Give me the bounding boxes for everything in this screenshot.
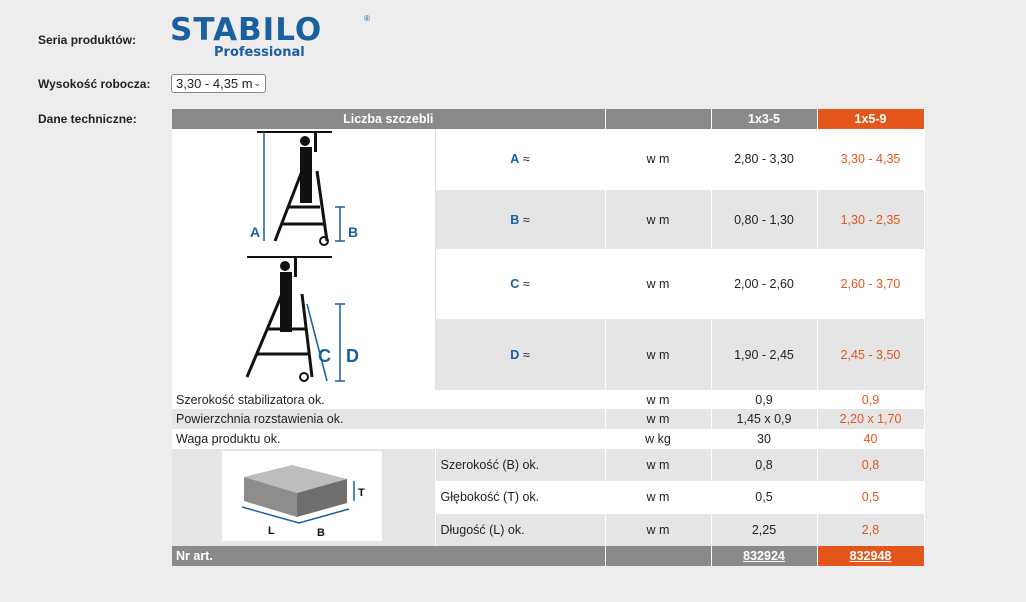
article-number-label: Nr art. — [172, 546, 606, 566]
unit: w m — [605, 319, 712, 390]
working-height-select[interactable]: 3,30 - 4,35 m ⌄ — [171, 74, 266, 93]
value-col2: 3,30 - 4,35 — [816, 129, 925, 190]
article-link-1x3-5[interactable]: 832924 — [743, 549, 785, 563]
stabilo-logo: STABILO — [170, 12, 323, 48]
value-col2: 40 — [816, 429, 925, 449]
unit: w m — [605, 390, 712, 409]
table-row: A B C D A ≈ w m 2,80 - 3,30 3,30 - 4,35 — [172, 129, 925, 390]
row-label: Waga produktu ok. — [172, 429, 606, 449]
approx-symbol: ≈ — [522, 152, 530, 167]
row-label: Głębokość (T) ok. — [435, 480, 606, 514]
tech-table: Liczba szczebli 1x3-5 1x5-9 — [172, 109, 925, 566]
unit: w m — [605, 189, 712, 250]
value-col2: 1,30 - 2,35 — [816, 189, 925, 250]
value-col2: 0,9 — [816, 390, 925, 409]
value-col2: 2,20 x 1,70 — [816, 409, 925, 429]
approx-symbol: ≈ — [522, 347, 530, 362]
table-row: B ≈ w m 0,80 - 1,30 1,30 - 2,35 — [172, 189, 925, 250]
chevron-down-icon: ⌄ — [253, 78, 261, 88]
dim-label-a: A — [250, 224, 260, 240]
value-col2: 2,45 - 3,50 — [816, 319, 925, 390]
working-height-label: Wysokość robocza: — [38, 77, 151, 91]
value-col1: 2,80 - 3,30 — [711, 129, 818, 190]
unit: w kg — [605, 429, 712, 449]
dim-d-label: D — [510, 347, 520, 362]
table-row: L B T Szerokość (B) ok. w m 0,8 0,8 — [172, 449, 925, 546]
value-col1: 1,90 - 2,45 — [711, 319, 818, 390]
footer-unit — [605, 546, 712, 566]
value-col2: 2,60 - 3,70 — [816, 249, 925, 320]
header-title: Liczba szczebli — [172, 109, 606, 129]
header-col1: 1x3-5 — [711, 109, 818, 129]
value-col2: 0,8 — [816, 449, 925, 481]
dim-b-label: B — [510, 212, 520, 227]
approx-symbol: ≈ — [522, 277, 530, 292]
dim-label-b2: B — [317, 527, 325, 539]
table-row: C ≈ w m 2,00 - 2,60 2,60 - 3,70 — [172, 249, 925, 320]
dim-label-b: B — [348, 224, 358, 240]
table-footer: Nr art. 832924 832948 — [172, 546, 925, 566]
table-header: Liczba szczebli 1x3-5 1x5-9 — [172, 109, 925, 129]
value-col1: 0,80 - 1,30 — [711, 189, 818, 250]
value-col1: 0,9 — [711, 390, 818, 409]
article-link-1x5-9[interactable]: 832948 — [849, 549, 892, 563]
table-row: D ≈ w m 1,90 - 2,45 2,45 - 3,50 — [172, 319, 925, 390]
unit: w m — [605, 514, 712, 546]
value-col1: 1,45 x 0,9 — [711, 409, 818, 429]
unit: w m — [605, 409, 712, 429]
table-row: Powierzchnia rozstawienia ok. w m 1,45 x… — [172, 409, 925, 429]
ladder-diagram: A B C D — [172, 129, 436, 390]
registered-mark: ® — [364, 14, 370, 23]
package-diagram: L B T — [172, 449, 436, 546]
dim-label-d: D — [346, 346, 359, 366]
unit: w m — [605, 449, 712, 481]
row-label: Powierzchnia rozstawienia ok. — [172, 409, 606, 429]
select-value: 3,30 - 4,35 m — [176, 76, 253, 91]
row-label: Szerokość (B) ok. — [435, 449, 606, 481]
unit: w m — [605, 249, 712, 320]
series-label: Seria produktów: — [38, 33, 137, 47]
dim-label-l: L — [268, 525, 275, 537]
unit: w m — [605, 129, 712, 190]
table-row: Waga produktu ok. w kg 30 40 — [172, 429, 925, 449]
header-unit — [605, 109, 712, 129]
value-col2: 0,5 — [816, 480, 925, 514]
dim-a-label: A — [510, 152, 520, 167]
value-col1: 2,25 — [711, 514, 818, 546]
row-label: Szerokość stabilizatora ok. — [172, 390, 606, 409]
unit: w m — [605, 480, 712, 514]
dim-label-t: T — [358, 487, 365, 499]
stabilo-logo-subtitle: Professional — [214, 45, 305, 60]
table-row: Głębokość (T) ok. w m 0,5 0,5 — [172, 480, 925, 514]
tech-data-label: Dane techniczne: — [38, 112, 137, 126]
dim-label-c: C — [318, 346, 331, 366]
header-col2: 1x5-9 — [817, 109, 925, 129]
value-col1: 2,00 - 2,60 — [711, 249, 818, 320]
approx-symbol: ≈ — [522, 212, 530, 227]
dim-c-label: C — [510, 277, 520, 292]
table-row: Szerokość stabilizatora ok. w m 0,9 0,9 — [172, 390, 925, 409]
value-col1: 0,8 — [711, 449, 818, 481]
value-col1: 0,5 — [711, 480, 818, 514]
table-row: Długość (L) ok. w m 2,25 2,8 — [172, 514, 925, 546]
value-col2: 2,8 — [816, 514, 925, 546]
value-col1: 30 — [711, 429, 818, 449]
row-label: Długość (L) ok. — [435, 514, 606, 546]
